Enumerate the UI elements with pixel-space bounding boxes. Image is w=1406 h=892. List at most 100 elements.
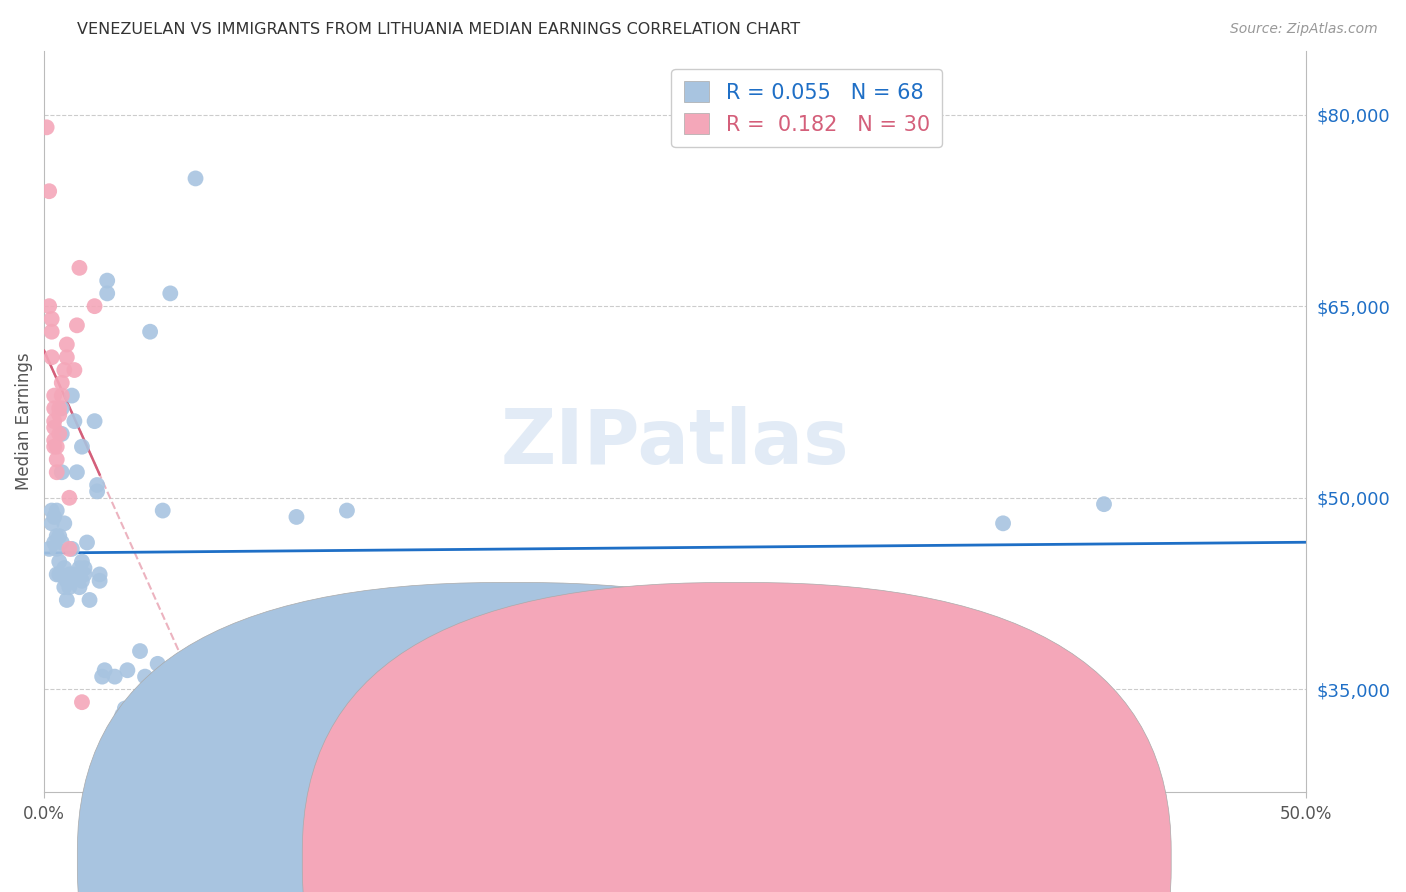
Point: [53, 580, 76, 594]
Point: [73, 567, 96, 582]
Text: Venezuelans: Venezuelans: [534, 847, 638, 865]
Point: [44, 420, 66, 434]
Point: [48, 529, 70, 543]
Point: [139, 325, 162, 339]
Point: [336, 503, 359, 517]
Point: [44, 510, 66, 524]
Point: [66, 465, 89, 479]
Point: [41, 516, 63, 531]
Point: [129, 644, 152, 658]
Point: [48, 401, 70, 416]
Point: [45, 465, 67, 479]
Y-axis label: Median Earnings: Median Earnings: [15, 352, 32, 490]
Point: [86, 478, 108, 492]
Point: [159, 286, 181, 301]
Point: [44, 440, 66, 454]
Point: [41, 325, 63, 339]
Point: [56, 593, 79, 607]
Point: [48, 555, 70, 569]
Point: [235, 778, 257, 792]
Point: [45, 567, 67, 582]
Point: [172, 721, 194, 735]
Point: [44, 414, 66, 428]
Point: [127, 714, 149, 729]
Point: [63, 567, 86, 582]
Point: [56, 337, 79, 351]
Point: [69, 580, 91, 594]
Point: [66, 318, 89, 333]
Point: [152, 503, 174, 517]
Point: [111, 708, 134, 723]
Point: [96, 286, 118, 301]
Point: [285, 510, 308, 524]
Point: [38, 541, 60, 556]
Point: [197, 721, 219, 735]
Point: [108, 721, 131, 735]
Point: [58, 580, 80, 594]
Point: [56, 351, 79, 365]
Point: [60, 541, 83, 556]
Point: [89, 567, 111, 582]
Point: [91, 670, 114, 684]
Point: [69, 561, 91, 575]
Point: [63, 414, 86, 428]
Point: [73, 561, 96, 575]
Point: [53, 516, 76, 531]
Point: [45, 529, 67, 543]
Point: [79, 593, 101, 607]
Legend: R = 0.055   N = 68, R =  0.182   N = 30: R = 0.055 N = 68, R = 0.182 N = 30: [672, 69, 942, 147]
Point: [104, 670, 127, 684]
Point: [70, 440, 93, 454]
Point: [48, 567, 70, 582]
Point: [44, 535, 66, 549]
Point: [51, 376, 73, 390]
Point: [58, 491, 80, 505]
Point: [51, 388, 73, 402]
Point: [53, 363, 76, 377]
Point: [51, 426, 73, 441]
Point: [41, 503, 63, 517]
Text: VENEZUELAN VS IMMIGRANTS FROM LITHUANIA MEDIAN EARNINGS CORRELATION CHART: VENEZUELAN VS IMMIGRANTS FROM LITHUANIA …: [77, 22, 800, 37]
Point: [83, 299, 105, 313]
Point: [69, 260, 91, 275]
Point: [86, 484, 108, 499]
Point: [70, 695, 93, 709]
Point: [51, 401, 73, 416]
Point: [76, 535, 98, 549]
Point: [38, 299, 60, 313]
Point: [38, 184, 60, 198]
Point: [58, 567, 80, 582]
Point: [45, 503, 67, 517]
Text: ZIPatlas: ZIPatlas: [501, 407, 849, 481]
Point: [146, 657, 169, 671]
Point: [51, 465, 73, 479]
Point: [45, 541, 67, 556]
Point: [63, 363, 86, 377]
Point: [142, 721, 165, 735]
Point: [41, 312, 63, 326]
Point: [51, 535, 73, 549]
Point: [89, 574, 111, 588]
Point: [45, 440, 67, 454]
Point: [121, 721, 143, 735]
Point: [44, 401, 66, 416]
Text: Immigrants from Lithuania: Immigrants from Lithuania: [759, 847, 980, 865]
Point: [991, 516, 1014, 531]
Point: [56, 574, 79, 588]
Point: [117, 663, 139, 677]
Point: [134, 670, 156, 684]
Point: [93, 663, 115, 677]
Point: [44, 388, 66, 402]
Point: [48, 426, 70, 441]
Point: [70, 574, 93, 588]
Point: [58, 541, 80, 556]
Point: [45, 452, 67, 467]
Point: [60, 388, 83, 402]
Point: [1092, 497, 1115, 511]
Point: [35, 120, 58, 135]
Point: [53, 561, 76, 575]
Point: [114, 701, 136, 715]
Point: [83, 414, 105, 428]
Text: Source: ZipAtlas.com: Source: ZipAtlas.com: [1230, 22, 1378, 37]
Point: [48, 408, 70, 422]
